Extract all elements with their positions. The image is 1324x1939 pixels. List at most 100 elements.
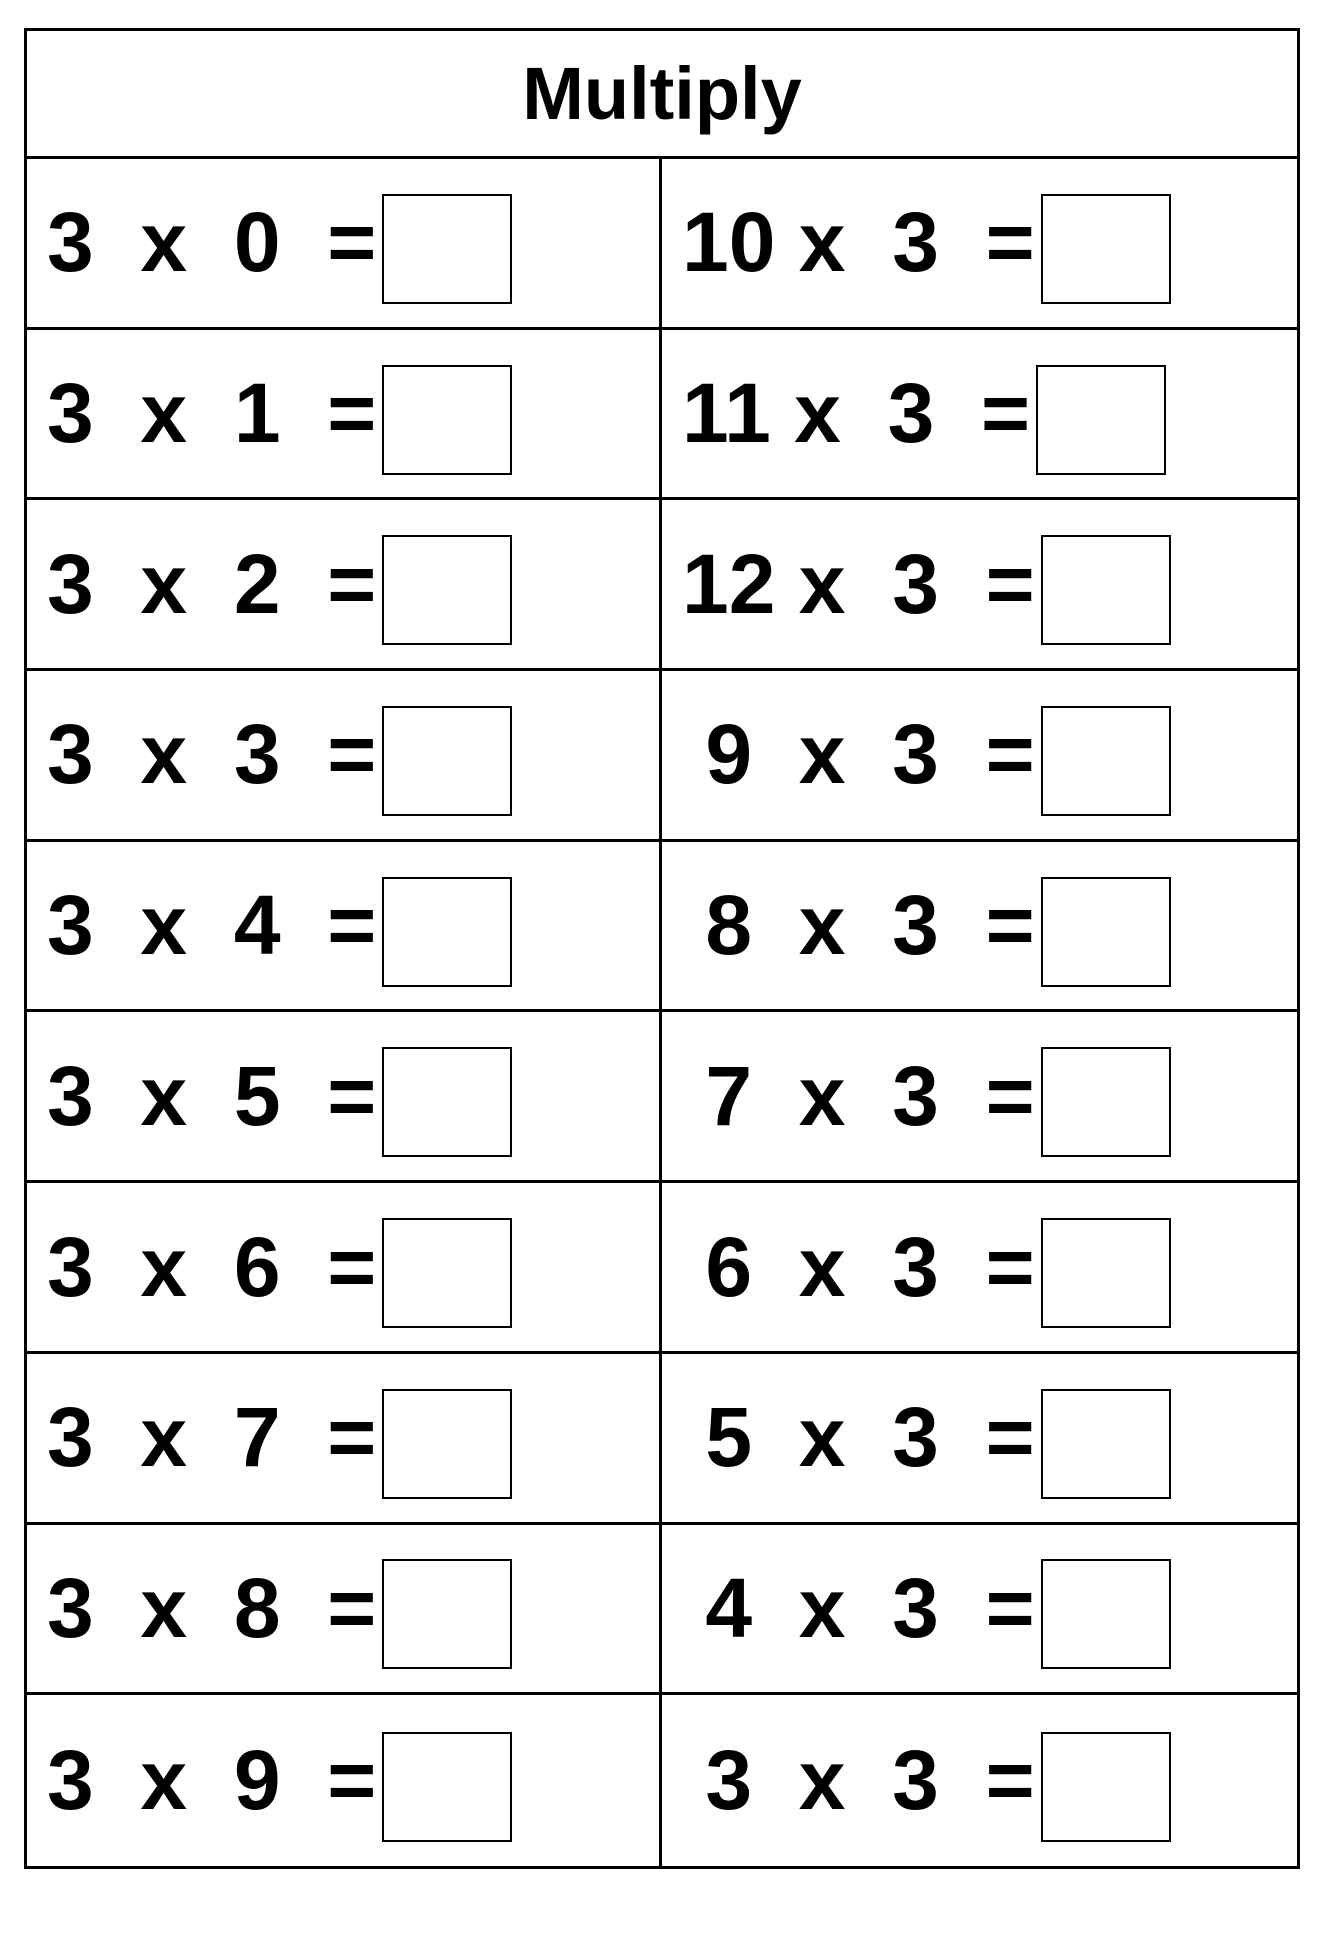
expression: 7 x 3 = xyxy=(682,1048,1035,1145)
space xyxy=(281,365,328,462)
equals-sign: = xyxy=(986,1389,1035,1486)
space xyxy=(846,194,893,291)
operator-x: x xyxy=(799,194,846,291)
answer-box[interactable] xyxy=(1041,535,1171,645)
answer-box[interactable] xyxy=(1036,365,1166,475)
answer-box[interactable] xyxy=(382,1047,512,1157)
space xyxy=(187,706,234,803)
problem-cell: 11 x 3 = xyxy=(662,330,1297,501)
space xyxy=(281,706,328,803)
expression: 9 x 3 = xyxy=(682,706,1035,803)
operand-b: 5 xyxy=(234,1048,281,1145)
problem-cell: 3 x 7 = xyxy=(27,1354,662,1525)
answer-box[interactable] xyxy=(382,194,512,304)
problem-cell: 3 x 9 = xyxy=(27,1695,662,1866)
answer-box[interactable] xyxy=(1041,706,1171,816)
space xyxy=(939,1048,986,1145)
problem-cell: 3 x 4 = xyxy=(27,842,662,1013)
space xyxy=(682,706,705,803)
operand-b: 3 xyxy=(234,706,281,803)
operator-x: x xyxy=(799,1219,846,1316)
answer-box[interactable] xyxy=(1041,877,1171,987)
expression: 3 x 8 = xyxy=(47,1560,376,1657)
space xyxy=(94,536,141,633)
answer-box[interactable] xyxy=(1041,1559,1171,1669)
worksheet-sheet: Multiply 3 x 0 = 10 xyxy=(24,28,1300,1869)
answer-box[interactable] xyxy=(1041,1047,1171,1157)
problem-cell: 7 x 3 = xyxy=(662,1012,1297,1183)
space xyxy=(281,1560,328,1657)
expression: 3 x 9 = xyxy=(47,1732,376,1829)
problem-cell: 3 x 3 = xyxy=(662,1695,1297,1866)
operand-b: 9 xyxy=(234,1732,281,1829)
operand-a: 3 xyxy=(47,877,94,974)
equals-sign: = xyxy=(986,1732,1035,1829)
operand-a: 3 xyxy=(47,1560,94,1657)
problem-cell: 3 x 8 = xyxy=(27,1525,662,1696)
expression: 4 x 3 = xyxy=(682,1560,1035,1657)
problem-cell: 5 x 3 = xyxy=(662,1354,1297,1525)
operand-b: 0 xyxy=(234,194,281,291)
space xyxy=(682,877,705,974)
equals-sign: = xyxy=(327,1732,376,1829)
expression: 3 x 6 = xyxy=(47,1219,376,1316)
operand-b: 7 xyxy=(234,1389,281,1486)
operand-b: 3 xyxy=(892,706,939,803)
answer-box[interactable] xyxy=(1041,194,1171,304)
space xyxy=(939,1389,986,1486)
answer-box[interactable] xyxy=(382,535,512,645)
space xyxy=(94,1219,141,1316)
equals-sign: = xyxy=(327,1219,376,1316)
operator-x: x xyxy=(140,536,187,633)
operator-x: x xyxy=(799,706,846,803)
operator-x: x xyxy=(140,194,187,291)
operand-a: 3 xyxy=(47,365,94,462)
problem-cell: 10 x 3 = xyxy=(662,159,1297,330)
answer-box[interactable] xyxy=(382,1732,512,1842)
answer-box[interactable] xyxy=(382,877,512,987)
answer-box[interactable] xyxy=(382,1389,512,1499)
answer-box[interactable] xyxy=(382,706,512,816)
answer-box[interactable] xyxy=(1041,1389,1171,1499)
space xyxy=(682,1560,705,1657)
space xyxy=(94,365,141,462)
operand-b: 8 xyxy=(234,1560,281,1657)
equals-sign: = xyxy=(327,365,376,462)
space xyxy=(771,365,794,462)
operand-a: 3 xyxy=(47,706,94,803)
operand-a: 4 xyxy=(705,1560,752,1657)
operand-b: 3 xyxy=(892,877,939,974)
operand-b: 3 xyxy=(892,1389,939,1486)
problem-cell: 3 x 6 = xyxy=(27,1183,662,1354)
operator-x: x xyxy=(140,1389,187,1486)
space xyxy=(845,1389,892,1486)
expression: 12 x 3 = xyxy=(682,536,1035,633)
problem-cell: 3 x 2 = xyxy=(27,500,662,671)
equals-sign: = xyxy=(981,365,1030,462)
equals-sign: = xyxy=(327,1389,376,1486)
space xyxy=(281,536,328,633)
space xyxy=(775,536,798,633)
expression: 3 x 1 = xyxy=(47,365,376,462)
space xyxy=(845,1732,892,1829)
space xyxy=(94,706,141,803)
operator-x: x xyxy=(799,536,846,633)
equals-sign: = xyxy=(986,1560,1035,1657)
worksheet-title: Multiply xyxy=(27,31,1297,159)
space xyxy=(845,706,892,803)
operand-a: 7 xyxy=(705,1048,752,1145)
operand-b: 4 xyxy=(234,877,281,974)
space xyxy=(775,194,798,291)
worksheet-page: Multiply 3 x 0 = 10 xyxy=(0,0,1324,1939)
answer-box[interactable] xyxy=(382,1559,512,1669)
operand-a: 3 xyxy=(47,1389,94,1486)
space xyxy=(281,877,328,974)
answer-box[interactable] xyxy=(382,365,512,475)
answer-box[interactable] xyxy=(1041,1732,1171,1842)
space xyxy=(752,706,799,803)
answer-box[interactable] xyxy=(382,1218,512,1328)
space xyxy=(94,877,141,974)
answer-box[interactable] xyxy=(1041,1218,1171,1328)
problem-cell: 3 x 5 = xyxy=(27,1012,662,1183)
space xyxy=(752,1389,799,1486)
